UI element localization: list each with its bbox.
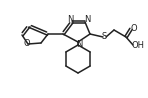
Text: N: N — [76, 40, 82, 49]
Text: S: S — [102, 31, 107, 40]
Text: N: N — [67, 15, 73, 24]
Text: N: N — [84, 15, 90, 24]
Text: O: O — [24, 39, 30, 48]
Text: O: O — [131, 24, 137, 33]
Text: OH: OH — [132, 40, 144, 49]
